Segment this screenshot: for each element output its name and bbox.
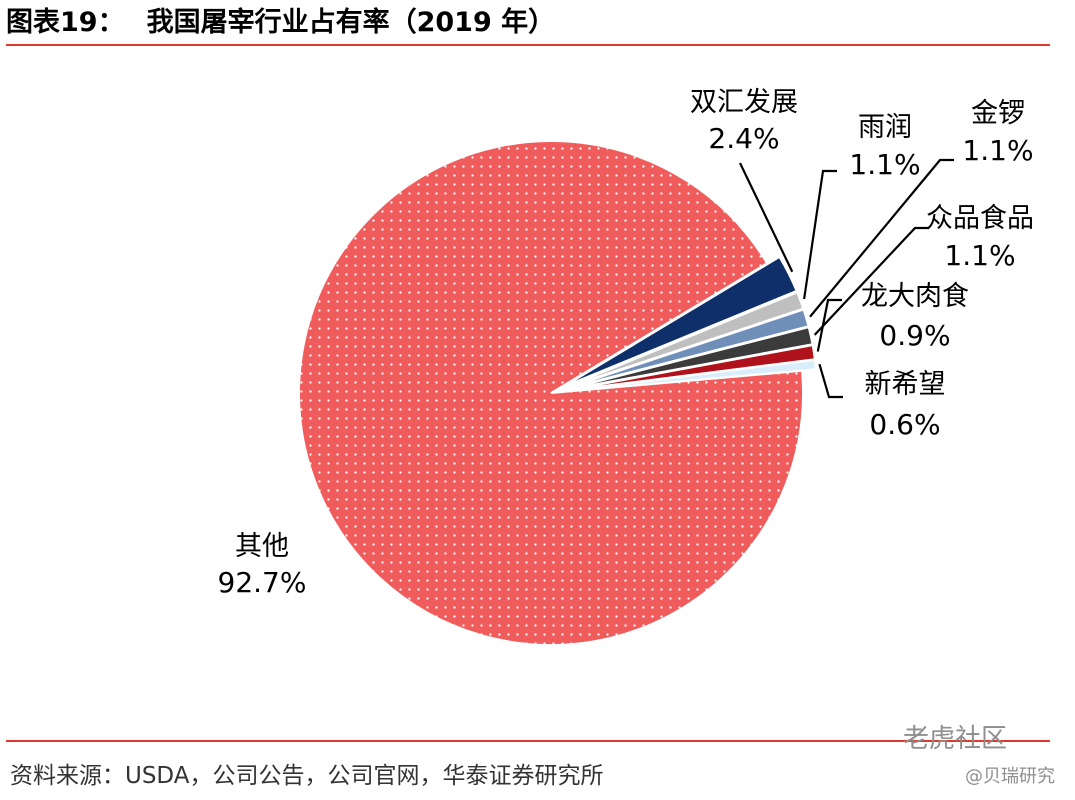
slice-value-label: 92.7% bbox=[218, 566, 307, 599]
leader-line-龙大肉食 bbox=[816, 298, 842, 352]
pie-slices bbox=[298, 140, 818, 646]
leader-lines bbox=[739, 158, 954, 399]
slice-value-label: 1.1% bbox=[962, 134, 1033, 167]
leader-line-众品食品 bbox=[813, 226, 929, 336]
slice-value-label: 0.6% bbox=[869, 408, 940, 441]
leader-line-金锣 bbox=[809, 158, 954, 318]
watermark-community: 老虎社区 bbox=[903, 724, 1008, 754]
slice-value-label: 0.9% bbox=[879, 319, 950, 352]
figure-label: 图表19： bbox=[6, 7, 125, 38]
slice-新希望 bbox=[564, 358, 818, 393]
slice-others bbox=[298, 140, 804, 646]
slice-name-label: 众品食品 bbox=[926, 203, 1034, 234]
slice-name-label: 金锣 bbox=[971, 98, 1025, 129]
figure-title-text: 我国屠宰行业占有率（2019 年） bbox=[146, 7, 556, 38]
slice-value-label: 1.1% bbox=[944, 239, 1015, 272]
slice-value-label: 1.1% bbox=[849, 148, 920, 181]
figure-title: 图表19： 我国屠宰行业占有率（2019 年） bbox=[6, 4, 555, 42]
slice-value-label: 2.4% bbox=[708, 122, 779, 155]
source-divider bbox=[6, 740, 1050, 742]
slice-name-label: 其他 bbox=[235, 531, 289, 562]
slice-name-label: 雨润 bbox=[858, 112, 912, 143]
leader-line-双汇发展 bbox=[739, 162, 794, 273]
slice-name-label: 新希望 bbox=[865, 369, 946, 400]
slice-name-label: 龙大肉食 bbox=[861, 281, 969, 312]
leader-line-雨润 bbox=[803, 169, 837, 300]
source-note: 资料来源：USDA，公司公告，公司官网，华泰证券研究所 bbox=[10, 763, 604, 789]
leader-line-新希望 bbox=[818, 363, 843, 399]
slice-双汇发展 bbox=[562, 255, 798, 388]
watermark-author: @贝瑞研究 bbox=[965, 766, 1055, 787]
slice-name-label: 双汇发展 bbox=[690, 87, 798, 118]
title-divider bbox=[6, 44, 1050, 46]
